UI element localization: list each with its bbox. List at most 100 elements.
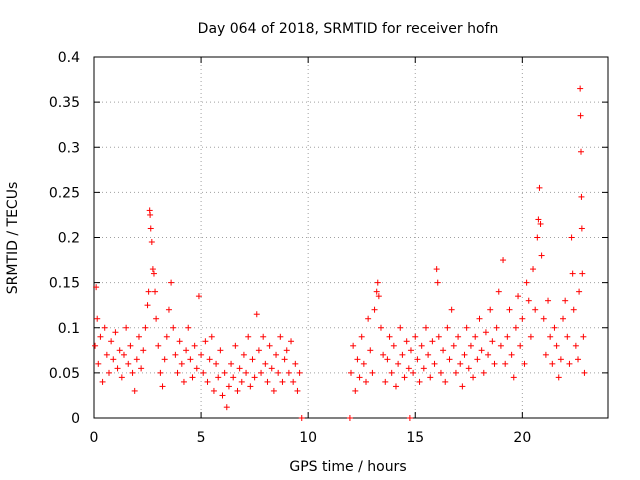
data-point: [238, 378, 245, 385]
data-point: [557, 356, 564, 363]
data-point: [405, 365, 412, 372]
data-point: [422, 324, 429, 331]
x-tick-label: 20: [513, 430, 531, 446]
data-point: [283, 347, 290, 354]
data-point: [519, 315, 526, 322]
data-point: [463, 324, 470, 331]
data-point: [555, 374, 562, 381]
data-point: [142, 324, 149, 331]
data-point: [485, 351, 492, 358]
data-point: [512, 324, 519, 331]
data-point: [99, 378, 106, 385]
data-point: [131, 387, 138, 394]
data-point: [165, 306, 172, 313]
x-tick-label: 0: [90, 430, 99, 446]
data-point: [202, 338, 209, 345]
data-point: [455, 333, 462, 340]
data-point: [578, 193, 585, 200]
y-tick-label: 0.4: [58, 50, 80, 66]
data-point: [482, 329, 489, 336]
data-point: [268, 365, 275, 372]
data-point: [367, 347, 374, 354]
data-point: [523, 279, 530, 286]
data-point: [450, 342, 457, 349]
data-point: [110, 356, 117, 363]
data-point: [354, 356, 361, 363]
data-point: [123, 324, 130, 331]
y-tick-label: 0.2: [58, 231, 80, 247]
data-point: [148, 239, 155, 246]
data-point: [204, 378, 211, 385]
data-point: [547, 333, 554, 340]
data-point: [418, 342, 425, 349]
data-point: [150, 270, 157, 277]
data-point: [532, 306, 539, 313]
data-point: [416, 378, 423, 385]
data-point: [127, 342, 134, 349]
data-point: [480, 369, 487, 376]
data-point: [159, 383, 166, 390]
x-tick-label: 5: [197, 430, 206, 446]
y-tick-label: 0: [71, 411, 80, 427]
data-point: [434, 279, 441, 286]
y-tick-label: 0.35: [49, 95, 80, 111]
data-point: [174, 369, 181, 376]
data-point: [178, 360, 185, 367]
data-point: [228, 360, 235, 367]
data-point: [549, 360, 556, 367]
data-point: [346, 415, 353, 421]
data-point: [401, 374, 408, 381]
data-point: [112, 329, 119, 336]
data-point: [249, 356, 256, 363]
data-point: [569, 270, 576, 277]
data-point: [414, 356, 421, 363]
data-point: [437, 369, 444, 376]
data-point: [114, 365, 121, 372]
data-point: [500, 257, 507, 264]
data-point: [93, 284, 100, 291]
data-point: [497, 342, 504, 349]
data-point: [185, 324, 192, 331]
data-point: [580, 333, 587, 340]
data-point: [120, 351, 127, 358]
data-point: [161, 356, 168, 363]
tick-marks: [93, 56, 608, 419]
data-point: [285, 369, 292, 376]
data-point: [410, 369, 417, 376]
data-point: [152, 288, 159, 295]
data-point: [118, 374, 125, 381]
data-point: [270, 387, 277, 394]
data-point: [578, 148, 585, 155]
data-point: [294, 387, 301, 394]
data-point: [470, 374, 477, 381]
data-point: [255, 347, 262, 354]
data-point: [504, 333, 511, 340]
data-point: [208, 333, 215, 340]
data-point: [399, 351, 406, 358]
data-point: [493, 324, 500, 331]
data-point: [536, 184, 543, 191]
data-point: [135, 333, 142, 340]
data-point: [296, 369, 303, 376]
data-point: [258, 369, 265, 376]
data-point: [506, 306, 513, 313]
data-point: [461, 351, 468, 358]
data-point: [465, 365, 472, 372]
data-point: [145, 288, 152, 295]
data-point: [442, 378, 449, 385]
data-point: [116, 347, 123, 354]
data-point: [577, 85, 584, 92]
x-axis-title: GPS time / hours: [289, 459, 406, 475]
data-point: [431, 360, 438, 367]
data-point: [395, 360, 402, 367]
data-point: [412, 333, 419, 340]
data-point: [187, 356, 194, 363]
data-point: [251, 374, 258, 381]
data-point: [540, 315, 547, 322]
data-point: [373, 288, 380, 295]
data-point: [467, 342, 474, 349]
data-point: [243, 369, 250, 376]
data-point: [147, 211, 154, 218]
data-point: [440, 347, 447, 354]
data-point: [200, 369, 207, 376]
